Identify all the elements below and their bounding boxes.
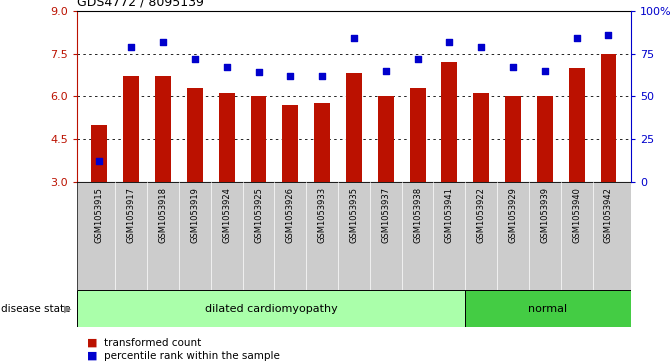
Point xyxy=(444,39,455,45)
Text: ■: ■ xyxy=(87,338,98,348)
Text: GSM1053924: GSM1053924 xyxy=(222,187,231,243)
Point xyxy=(126,44,137,50)
Point xyxy=(189,56,200,62)
Text: GSM1053925: GSM1053925 xyxy=(254,187,263,243)
Point xyxy=(94,158,105,164)
Point xyxy=(412,56,423,62)
Bar xyxy=(77,290,465,327)
Text: transformed count: transformed count xyxy=(104,338,201,348)
Bar xyxy=(601,54,617,182)
Text: GSM1053941: GSM1053941 xyxy=(445,187,454,243)
Bar xyxy=(473,93,489,182)
Bar xyxy=(465,290,631,327)
Text: percentile rank within the sample: percentile rank within the sample xyxy=(104,351,280,361)
Point xyxy=(349,35,360,41)
Bar xyxy=(505,96,521,182)
Bar xyxy=(123,76,139,182)
Text: GSM1053940: GSM1053940 xyxy=(572,187,581,243)
Text: GSM1053919: GSM1053919 xyxy=(191,187,199,243)
Text: GSM1053918: GSM1053918 xyxy=(158,187,168,243)
Point xyxy=(476,44,486,50)
Text: GSM1053917: GSM1053917 xyxy=(127,187,136,243)
Text: ■: ■ xyxy=(87,351,98,361)
Point xyxy=(539,68,550,73)
Text: ▶: ▶ xyxy=(64,303,71,314)
Bar xyxy=(378,96,394,182)
Text: GSM1053942: GSM1053942 xyxy=(604,187,613,243)
Text: dilated cardiomyopathy: dilated cardiomyopathy xyxy=(205,303,338,314)
Text: GSM1053939: GSM1053939 xyxy=(540,187,550,243)
Text: GSM1053933: GSM1053933 xyxy=(317,187,327,243)
Bar xyxy=(219,93,235,182)
Point xyxy=(380,68,391,73)
Point xyxy=(158,39,168,45)
Point xyxy=(571,35,582,41)
Point xyxy=(317,73,327,79)
Point xyxy=(285,73,296,79)
Bar xyxy=(187,87,203,182)
Text: GSM1053926: GSM1053926 xyxy=(286,187,295,243)
Text: GSM1053937: GSM1053937 xyxy=(381,187,391,243)
Bar xyxy=(91,125,107,182)
Text: GSM1053915: GSM1053915 xyxy=(95,187,104,243)
Bar xyxy=(569,68,584,182)
Bar xyxy=(346,73,362,182)
Text: GDS4772 / 8095139: GDS4772 / 8095139 xyxy=(77,0,204,8)
Text: GSM1053935: GSM1053935 xyxy=(350,187,358,243)
Bar xyxy=(250,96,266,182)
Bar xyxy=(155,76,171,182)
Text: disease state: disease state xyxy=(1,303,70,314)
Bar xyxy=(537,96,553,182)
Text: normal: normal xyxy=(529,303,568,314)
Bar xyxy=(314,103,330,182)
Text: GSM1053929: GSM1053929 xyxy=(509,187,517,243)
Point xyxy=(603,32,614,38)
Point xyxy=(508,64,519,70)
Point xyxy=(221,64,232,70)
Bar xyxy=(282,105,299,182)
Point xyxy=(253,69,264,75)
Text: GSM1053938: GSM1053938 xyxy=(413,187,422,243)
Bar xyxy=(409,87,425,182)
Text: GSM1053922: GSM1053922 xyxy=(476,187,486,243)
Bar xyxy=(442,62,458,182)
